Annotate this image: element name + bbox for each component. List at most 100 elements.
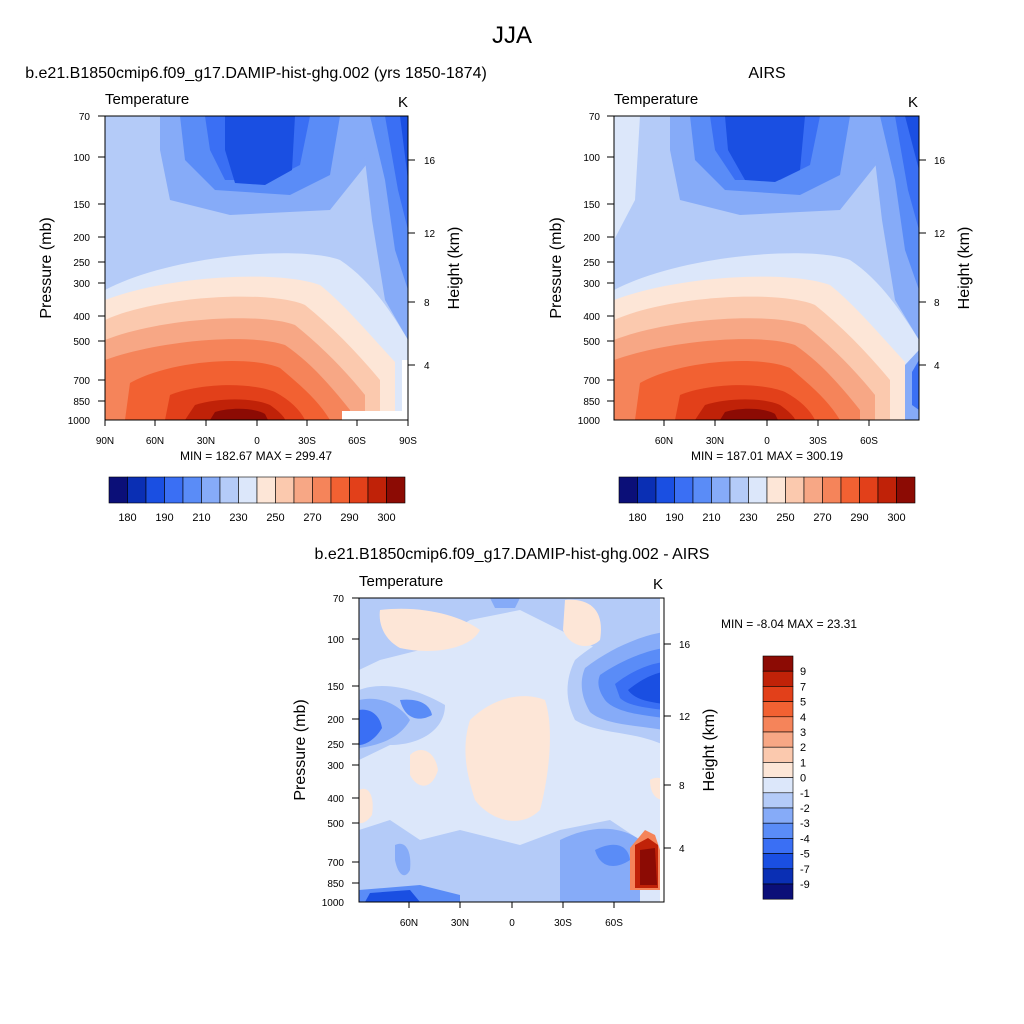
colorbar-label: 4 [800, 712, 806, 724]
colorbar-label: -3 [800, 818, 810, 830]
colorbar-label: 300 [377, 512, 395, 524]
colorbar-label: -4 [800, 833, 810, 845]
colorbar-label: 7 [800, 681, 806, 693]
panel-model-ylabel-right: Height (km) [446, 227, 463, 310]
colorbar-swatch [762, 868, 794, 885]
colorbar-label: 180 [628, 512, 646, 524]
xtick-label: 30N [706, 436, 724, 447]
ytick-label: 200 [73, 233, 90, 244]
panel-model-subtitle-right: K [398, 94, 408, 111]
colorbar-swatch [637, 476, 657, 504]
panel-airs-ticks [607, 115, 926, 426]
colorbar-swatch [256, 476, 276, 504]
panel-diff-stats: MIN = -8.04 MAX = 23.31 [721, 617, 857, 631]
xtick-label: 90N [96, 436, 114, 447]
xtick-label: 60N [146, 436, 164, 447]
colorbar-label: 5 [800, 697, 806, 709]
colorbar-swatch [762, 822, 794, 839]
panel-model-ticks [98, 115, 415, 426]
colorbar-swatch [108, 476, 128, 504]
panel-model-yticks: 70 100 150 200 250 300 400 500 700 850 1… [68, 112, 436, 427]
ytick-right-label: 8 [679, 781, 685, 792]
colorbar-swatch [762, 853, 794, 870]
panel-diff-xticks: 60N 30N 0 30S 60S [400, 918, 623, 929]
ytick-right-label: 4 [679, 844, 685, 855]
panel-model-colorbar: 180 190 210 230 250 270 290 300 [108, 476, 406, 524]
panel-model: b.e21.B1850cmip6.f09_g17.DAMIP-hist-ghg.… [25, 65, 487, 524]
colorbar-swatch [762, 762, 794, 778]
ytick-right-label: 12 [934, 229, 946, 240]
colorbar-label: 230 [229, 512, 247, 524]
ytick-right-label: 12 [424, 229, 436, 240]
colorbar-swatch [145, 476, 165, 504]
colorbar-swatch [367, 476, 387, 504]
colorbar-swatch [349, 476, 369, 504]
panel-diff-ylabel-right: Height (km) [701, 709, 718, 792]
ytick-label: 850 [327, 879, 344, 890]
ytick-right-label: 16 [679, 640, 691, 651]
panel-airs-subtitle-left: Temperature [614, 91, 698, 108]
figure-title: JJA [492, 22, 532, 49]
colorbar-label: 9 [800, 666, 806, 678]
ytick-label: 500 [327, 819, 344, 830]
ytick-label: 700 [583, 376, 600, 387]
colorbar-swatch [762, 731, 794, 748]
ytick-label: 100 [327, 635, 344, 646]
panel-airs-colorbar: 180 190 210 230 250 270 290 300 [618, 476, 916, 524]
colorbar-swatch [312, 476, 332, 504]
colorbar-swatch [762, 716, 794, 733]
panel-model-stats: MIN = 182.67 MAX = 299.47 [180, 449, 332, 463]
ytick-label: 850 [73, 397, 90, 408]
colorbar-swatch [275, 476, 295, 504]
colorbar-swatch [692, 476, 712, 504]
xtick-label: 30N [197, 436, 215, 447]
ytick-label: 150 [327, 682, 344, 693]
colorbar-swatch [618, 476, 638, 504]
colorbar-label: -7 [800, 864, 810, 876]
xtick-label: 30S [298, 436, 316, 447]
ytick-label: 70 [333, 594, 345, 605]
panel-diff-subtitle-left: Temperature [359, 573, 443, 590]
ytick-label: 200 [327, 715, 344, 726]
panel-diff-ylabel: Pressure (mb) [292, 699, 309, 800]
colorbar-label: 230 [739, 512, 757, 524]
panel-diff: b.e21.B1850cmip6.f09_g17.DAMIP-hist-ghg.… [292, 546, 857, 929]
xtick-label: 30S [554, 918, 572, 929]
panel-airs: AIRS Temperature K [548, 65, 973, 524]
colorbar-swatch [711, 476, 731, 504]
colorbar-label: 3 [800, 727, 806, 739]
colorbar-label: -9 [800, 879, 810, 891]
xtick-label: 60S [860, 436, 878, 447]
ytick-label: 400 [73, 312, 90, 323]
colorbar-swatch [219, 476, 239, 504]
ytick-label: 1000 [68, 416, 91, 427]
colorbar-swatch [201, 476, 221, 504]
ytick-label: 700 [73, 376, 90, 387]
colorbar-swatch [762, 701, 794, 718]
colorbar-swatch [182, 476, 202, 504]
colorbar-swatch [762, 807, 794, 824]
xtick-label: 30S [809, 436, 827, 447]
ytick-label: 70 [589, 112, 601, 123]
ytick-right-label: 12 [679, 712, 691, 723]
ytick-label: 250 [583, 258, 600, 269]
ytick-right-label: 4 [934, 361, 940, 372]
panel-model-ylabel: Pressure (mb) [38, 217, 55, 318]
ytick-label: 100 [583, 153, 600, 164]
ytick-label: 1000 [578, 416, 601, 427]
xtick-label: 60N [655, 436, 673, 447]
ytick-label: 300 [73, 279, 90, 290]
colorbar-label: 270 [303, 512, 321, 524]
xtick-label: 0 [764, 436, 770, 447]
colorbar-swatch [859, 476, 879, 504]
colorbar-label: 290 [850, 512, 868, 524]
panel-diff-colorbar: 9 7 5 4 3 2 1 0 -1 -2 -3 -4 -5 -7 -9 [762, 655, 810, 900]
ytick-label: 500 [583, 337, 600, 348]
colorbar-label: 190 [665, 512, 683, 524]
colorbar-swatch [674, 476, 694, 504]
colorbar-swatch [803, 476, 823, 504]
colorbar-swatch [762, 792, 794, 809]
colorbar-label: 2 [800, 742, 806, 754]
ytick-right-label: 8 [934, 298, 940, 309]
